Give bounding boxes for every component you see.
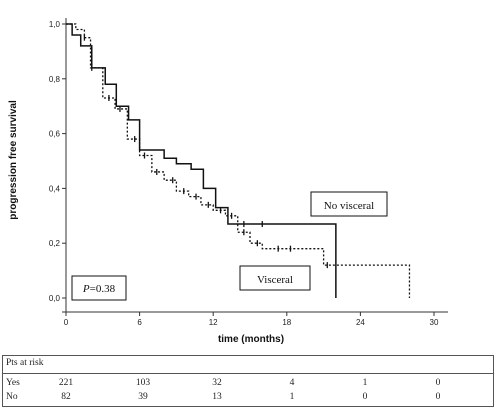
y-tick-label: 0,6: [49, 130, 61, 139]
p-value-box: P=0.38: [71, 275, 127, 301]
x-axis-label: time (months): [218, 334, 284, 345]
km-curve-series-1: [66, 23, 411, 298]
y-axis-label: progression free survival: [8, 100, 19, 220]
legend-label-no-visceral: No visceral: [310, 191, 388, 217]
risk-table-title: Pts at risk: [6, 358, 44, 368]
x-tick-label: 0: [64, 318, 69, 327]
p-value-number: =0.38: [90, 283, 116, 295]
x-tick-label: 6: [137, 318, 142, 327]
risk-cell: 0: [435, 392, 441, 402]
svg-text:P=0.38: P=0.38: [82, 283, 116, 295]
x-tick-label: 30: [430, 318, 439, 327]
y-tick-label: 0,8: [49, 75, 61, 84]
p-value-symbol: P: [82, 283, 90, 295]
risk-cell: 82: [61, 392, 71, 402]
x-tick-label: 24: [356, 318, 365, 327]
y-tick-label: 0,2: [49, 239, 61, 248]
legend-no-visceral-text: No visceral: [324, 200, 374, 212]
risk-cell: 221: [58, 378, 74, 388]
risk-cell: 32: [212, 378, 222, 388]
legend-visceral-text: Visceral: [257, 274, 293, 286]
km-curve-series-0: [66, 23, 337, 298]
y-tick-label: 0,0: [49, 294, 61, 303]
risk-cell: 0: [362, 392, 368, 402]
km-chart: 0,0 0,2 0,4 0,6 0,8 1,0 0 6 12 18 24 30 progression…: [8, 18, 448, 345]
x-tick-label: 18: [282, 318, 291, 327]
risk-cell: 1: [289, 392, 295, 402]
risk-cell: 4: [289, 378, 295, 388]
y-tick-label: 0,4: [49, 184, 61, 193]
risk-cell: 0: [435, 378, 441, 388]
risk-cell: 103: [135, 378, 151, 388]
legend-label-visceral: Visceral: [239, 265, 311, 291]
y-tick-label: 1,0: [49, 20, 61, 29]
risk-row-label-yes: Yes: [6, 378, 20, 388]
risk-cell: 1: [362, 378, 368, 388]
risk-cell: 39: [138, 392, 148, 402]
risk-table: Pts at risk Yes 221 103 32 4 1 0 No 82 3…: [2, 355, 494, 407]
risk-table-divider: [3, 373, 493, 374]
risk-row-label-no: No: [6, 392, 18, 402]
x-tick-label: 12: [209, 318, 218, 327]
risk-cell: 13: [212, 392, 222, 402]
